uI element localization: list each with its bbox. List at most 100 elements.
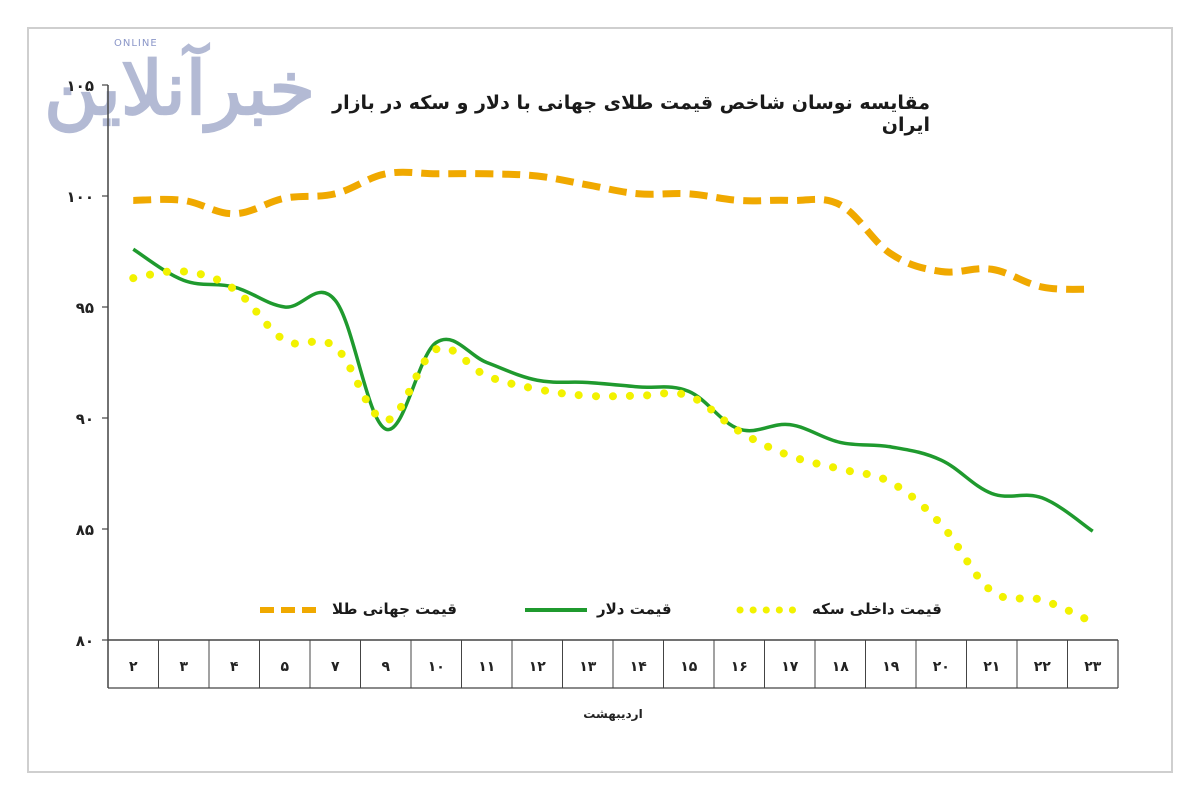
y-tick-label: ۸۰ <box>76 632 94 650</box>
series-coin-point <box>234 289 235 290</box>
legend-swatch-gold <box>260 607 322 613</box>
series-coin-point <box>587 395 588 396</box>
legend-label-dollar: قیمت دلار <box>597 600 672 618</box>
series-dollar-point <box>486 362 487 363</box>
series-gold-point <box>789 200 790 201</box>
legend-item-coin: قیمت داخلی سکه <box>730 598 950 622</box>
series-dollar-point <box>890 446 891 447</box>
y-tick-label: ۸۵ <box>76 521 94 539</box>
series-gold-point <box>385 173 386 174</box>
series-gold-point <box>739 200 740 201</box>
legend-item-gold: قیمت جهانی طلا <box>250 598 457 622</box>
legend-swatch-dollar <box>525 608 587 612</box>
series-gold-point <box>1042 287 1043 288</box>
series-coin-point <box>991 591 992 592</box>
series-gold-point <box>486 173 487 174</box>
series-gold-point <box>587 184 588 185</box>
series-dollar-line <box>132 247 1094 533</box>
series-dollar-point <box>1042 497 1043 498</box>
series-coin-point <box>284 340 285 341</box>
legend-label-coin: قیمت داخلی سکه <box>812 600 942 618</box>
series-gold-point <box>183 200 184 201</box>
chart-title: مقایسه نوسان شاخص قیمت طلای جهانی با دلا… <box>332 92 930 136</box>
series-gold-point <box>840 204 841 205</box>
series-coin-point <box>133 278 134 279</box>
series-gold-point <box>941 271 942 272</box>
series-coin-point <box>436 349 437 350</box>
series-coin-point <box>890 482 891 483</box>
y-tick-label: ۱۰۵ <box>67 77 94 95</box>
x-tick-label: ۷ <box>331 659 340 675</box>
series-coin-point <box>840 469 841 470</box>
series-coin-point <box>183 271 184 272</box>
y-tick-label: ۹۰ <box>76 410 94 428</box>
x-tick-label: ۲۲ <box>1034 659 1052 675</box>
series-dollar-point <box>840 442 841 443</box>
series-dollar-point <box>537 380 538 381</box>
x-tick-label: ۱۳ <box>579 659 597 675</box>
x-tick-label: ۱۴ <box>630 659 648 675</box>
x-tick-label: ۲۱ <box>983 659 1000 675</box>
series-dollar-point <box>1092 531 1093 532</box>
legend-item-dollar: قیمت دلار <box>515 598 715 622</box>
series-gold-point <box>688 193 689 194</box>
logo-word: خبرآنلاین <box>44 46 316 132</box>
chart-legend: قیمت جهانی طلا قیمت دلار قیمت داخلی سکه <box>250 598 970 628</box>
series-gold-line <box>133 168 1093 293</box>
x-tick-label: ۲۰ <box>933 659 950 675</box>
series-gold-point <box>1092 289 1093 290</box>
series-coin-point <box>789 455 790 456</box>
series-dollar-point <box>587 382 588 383</box>
logo-online-text: ONLINE <box>114 38 158 49</box>
series-gold-point <box>638 193 639 194</box>
series-gold-point <box>890 253 891 254</box>
series-coin-point <box>739 431 740 432</box>
x-tick-label: ۱۲ <box>529 659 547 675</box>
series-dollar-point <box>688 391 689 392</box>
x-axis-title: اردیبهشت <box>583 707 642 721</box>
watermark-logo: ONLINE خبرآنلاین <box>44 36 316 146</box>
series-coin-point <box>638 395 639 396</box>
series-dollar-point <box>789 424 790 425</box>
series-dollar-point <box>284 307 285 308</box>
series-dollar-point <box>385 429 386 430</box>
series-gold-point <box>284 198 285 199</box>
x-tick-label: ۱۷ <box>781 659 799 675</box>
series-gold-point <box>436 173 437 174</box>
series-gold-point <box>335 193 336 194</box>
series-coin-point <box>335 346 336 347</box>
series-dollar-point <box>133 249 134 250</box>
series-coin-point <box>688 395 689 396</box>
y-tick-label: ۱۰۰ <box>67 188 94 206</box>
x-tick-label: ۹ <box>381 659 390 675</box>
x-tick-label: ۲۳ <box>1084 659 1102 675</box>
series-coin-point <box>1042 600 1043 601</box>
series-gold-point <box>133 200 134 201</box>
series-coin-line <box>129 267 1097 627</box>
x-tick-label: ۵ <box>280 659 289 675</box>
legend-label-gold: قیمت جهانی طلا <box>332 600 457 618</box>
series-coin-point <box>537 389 538 390</box>
series-dollar-point <box>991 493 992 494</box>
legend-swatch-coin <box>736 606 806 614</box>
series-gold-point <box>234 213 235 214</box>
x-tick-label: ۲ <box>129 659 138 675</box>
series-coin-point <box>941 524 942 525</box>
series-dollar-point <box>335 300 336 301</box>
series-dollar-point <box>183 280 184 281</box>
x-tick-label: ۱۹ <box>882 659 900 675</box>
series-gold-point <box>991 269 992 270</box>
x-tick-label: ۳ <box>179 659 188 675</box>
x-tick-label: ۱۵ <box>680 659 698 675</box>
x-tick-label: ۱۶ <box>731 659 748 675</box>
y-tick-label: ۹۵ <box>76 299 94 317</box>
series-coin-point <box>486 375 487 376</box>
x-tick-label: ۱۸ <box>832 659 850 675</box>
series-dollar-point <box>941 460 942 461</box>
series-gold-point <box>537 176 538 177</box>
chart-frame <box>27 27 1173 773</box>
x-tick-label: ۱۱ <box>478 659 495 675</box>
series-dollar-point <box>436 342 437 343</box>
series-dollar-point <box>638 386 639 387</box>
